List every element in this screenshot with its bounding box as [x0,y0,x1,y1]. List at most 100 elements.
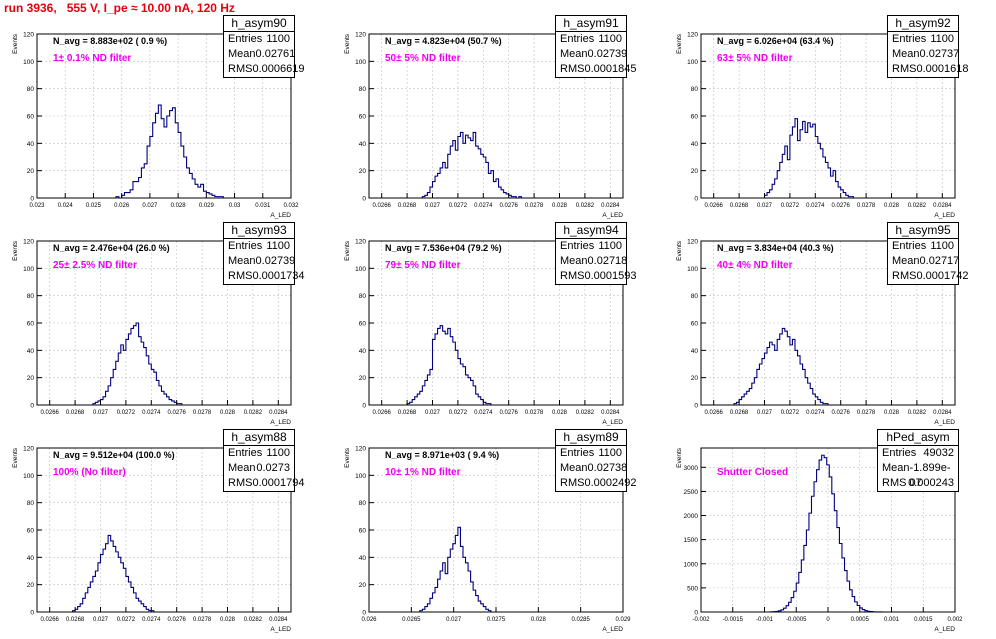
stats-row-rms: RMS 0.0001593 [556,269,636,284]
stats-row-entries: Entries 1100 [556,446,626,461]
x-tick-label: 0.027 [425,203,441,209]
filter-label: 100% (No filter) [53,467,126,478]
x-tick-label: 0.028 [552,203,568,209]
histogram-plot: 0 20 40 60 80 100 120 0.0266 0.0268 0.027 0.0272 0.… [676,32,956,219]
y-axis-title: Events [344,33,351,54]
y-tick-label: 0 [30,196,34,203]
y-tick-label: 120 [23,32,34,39]
y-tick-label: 60 [359,114,367,121]
y-tick-label: 80 [359,86,367,93]
y-tick-label: 0 [694,196,698,203]
stats-box: h_asym92 Entries 1100 Mean 0.02737 RMS 0.00016… [887,15,968,78]
y-tick-label: 20 [27,375,35,382]
stats-label-rms: RMS [228,63,253,75]
y-tick-label: 60 [691,114,699,121]
x-tick-label: 0.0276 [500,410,519,416]
stats-box-title: h_asym91 [556,16,626,32]
filter-label: 63± 5% ND filter [717,53,793,64]
histogram-line [92,322,183,405]
stats-box: h_asym93 Entries 1100 Mean 0.02739 RMS 0.00017… [223,222,304,285]
filter-label: 50± 5% ND filter [385,53,461,64]
y-tick-label: 80 [691,86,699,93]
x-tick-label: 0.0266 [41,617,60,623]
x-tick-label: 0.0274 [474,410,493,416]
x-tick-label: 0.0278 [525,410,544,416]
stats-row-rms: RMS 0.0002492 [556,476,636,491]
histogram-pad-h_asym92: 0 20 40 60 80 100 120 0.0266 0.0268 0.027 0.0272 0.… [664,15,996,225]
stats-row-rms: RMS 0.000243 [878,476,958,491]
stats-label-mean: Mean [882,462,910,474]
x-tick-label: 0.0268 [66,410,85,416]
y-tick-label: 2500 [684,489,699,496]
y-axis-title: Events [344,240,351,261]
x-tick-label: 0.0276 [832,203,851,209]
y-tick-label: 40 [27,555,35,562]
y-tick-label: 80 [27,500,35,507]
stats-box: h_asym91 Entries 1100 Mean 0.02739 RMS 0.00018… [555,15,636,78]
y-axis-title: Events [676,33,683,54]
x-tick-label: 0.027 [757,203,773,209]
y-tick-label: 40 [359,348,367,355]
y-tick-label: 100 [355,59,366,66]
histogram-line [770,454,886,613]
y-tick-label: 2000 [684,513,699,520]
histogram-pad-hPed_asym: 0 500 1000 1500 2000 2500 3000 -0.002 -0.0015 -0.… [664,429,996,639]
y-tick-label: 100 [687,266,698,273]
stats-label-rms: RMS [228,270,253,282]
page-title: run 3936, 555 V, I_pe ≈ 10.00 nA, 120 Hz [4,1,235,15]
x-tick-label: 0.0266 [373,203,392,209]
x-tick-label: 0.032 [283,203,299,209]
y-tick-label: 100 [687,59,698,66]
stats-box-title: h_asym90 [224,16,294,32]
x-tick-label: 0.0275 [487,617,506,623]
y-tick-label: 20 [359,375,367,382]
x-tick-label: 0.0005 [851,617,870,623]
y-axis-title: Events [12,33,19,54]
histogram-pad-h_asym88: 0 20 40 60 80 100 120 0.0266 0.0268 0.027 0.0272 0.… [0,429,332,639]
stats-value-mean: 0.02761 [255,48,296,60]
x-tick-label: 0.0278 [193,617,212,623]
n-avg-label: N_avg = 8.971e+03 ( 9.4 %) [385,450,500,460]
y-tick-label: 120 [23,446,34,453]
histogram-pad-h_asym95: 0 20 40 60 80 100 120 0.0266 0.0268 0.027 0.0272 0.… [664,222,996,432]
histogram-line [72,534,155,612]
stats-label-mean: Mean [892,255,920,267]
x-tick-label: -0.002 [692,617,710,623]
x-tick-label: 0.0265 [402,617,421,623]
y-tick-label: 0 [362,403,366,410]
x-tick-label: 0.028 [171,203,187,209]
x-tick-label: 0.03 [229,203,241,209]
y-tick-label: 0 [694,610,698,617]
stats-label-mean: Mean [228,48,256,60]
x-axis-title: A_LED [602,212,623,219]
stats-value-mean: 0.0273 [256,462,290,474]
x-tick-label: 0.0282 [908,203,927,209]
x-tick-label: 0.0282 [576,410,595,416]
x-axis-title: A_LED [270,419,291,426]
x-axis-title: A_LED [602,419,623,426]
x-tick-label: 0.001 [884,617,900,623]
stats-value-entries: 1100 [266,447,290,459]
histogram-line [763,118,854,198]
histogram-line [419,526,492,612]
histogram-pad-h_asym91: 0 20 40 60 80 100 120 0.0266 0.0268 0.027 0.0272 0.… [332,15,664,225]
stats-value-entries: 1100 [598,447,622,459]
n-avg-label: N_avg = 2.476e+04 (26.0 %) [53,243,170,253]
x-tick-label: 0.0284 [269,617,288,623]
x-tick-label: 0.002 [947,617,963,623]
y-axis-title: Events [12,447,19,468]
y-tick-label: 120 [355,446,366,453]
x-tick-label: 0.028 [552,410,568,416]
y-tick-label: 60 [359,321,367,328]
x-tick-label: 0.025 [86,203,102,209]
stats-value-mean: -1.899e-07 [909,462,951,489]
y-tick-label: 60 [27,528,35,535]
y-tick-label: 100 [355,473,366,480]
n-avg-label: N_avg = 7.536e+04 (79.2 %) [385,243,502,253]
stats-box: h_asym90 Entries 1100 Mean 0.02761 RMS 0.00066… [223,15,304,78]
y-tick-label: 20 [691,168,699,175]
y-tick-label: 80 [359,293,367,300]
x-tick-label: 0.028 [220,410,236,416]
y-tick-label: 100 [23,266,34,273]
stats-box-title: h_asym92 [888,16,958,32]
